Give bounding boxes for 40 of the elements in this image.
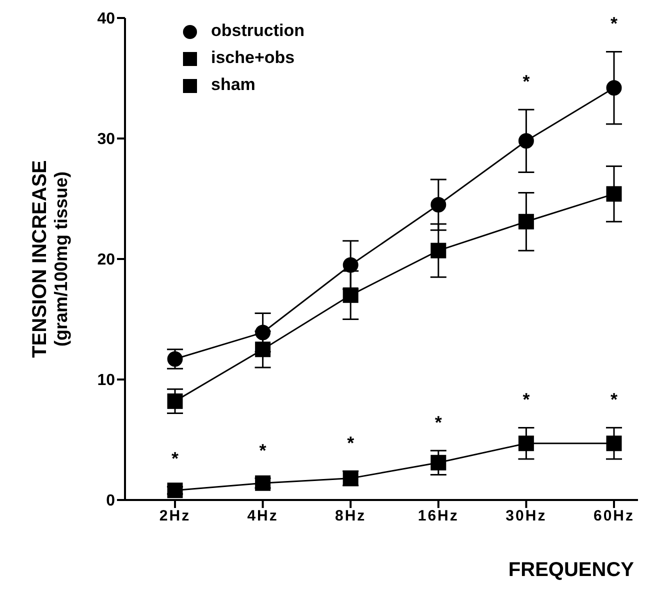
point	[606, 436, 622, 452]
point	[167, 393, 183, 409]
x-tick-label: 30Hz	[506, 508, 547, 525]
data-label: *	[610, 390, 618, 410]
data-label: *	[522, 390, 530, 410]
legend-label: ische+obs	[211, 48, 295, 67]
data-label: *	[434, 412, 442, 433]
point	[255, 475, 271, 491]
x-axis-title: FREQUENCY	[508, 559, 635, 581]
point	[430, 242, 446, 258]
x-tick-label: 60Hz	[593, 508, 635, 525]
y-tick-label: 0	[106, 492, 116, 510]
point	[430, 454, 446, 470]
x-tick-label: 16Hz	[418, 508, 459, 525]
point	[606, 80, 622, 96]
point	[518, 214, 534, 230]
data-label: *	[347, 433, 354, 454]
x-tick-label: 2Hz	[159, 508, 191, 525]
point	[255, 324, 271, 340]
point	[518, 436, 534, 452]
legend-label: obstruction	[211, 21, 304, 40]
point	[518, 133, 534, 149]
point	[606, 186, 622, 202]
point	[255, 342, 271, 358]
y-tick-label: 30	[97, 131, 116, 148]
legend-label: sham	[211, 75, 256, 94]
data-label: *	[171, 448, 179, 469]
point	[342, 257, 358, 273]
y-tick-label: 20	[97, 252, 116, 269]
x-tick-label: 8Hz	[335, 508, 366, 525]
data-label: *	[522, 72, 530, 92]
y-tick-label: 10	[97, 372, 116, 390]
point	[167, 482, 183, 498]
point	[430, 197, 446, 213]
data-label: *	[610, 14, 618, 34]
data-label: *	[259, 440, 266, 460]
point	[342, 287, 358, 303]
y-tick-label: 40	[97, 10, 116, 28]
x-tick-label: 4Hz	[247, 508, 278, 525]
y-axis-title: TENSION INCREASE (gram/100mg tissue)	[29, 160, 71, 358]
